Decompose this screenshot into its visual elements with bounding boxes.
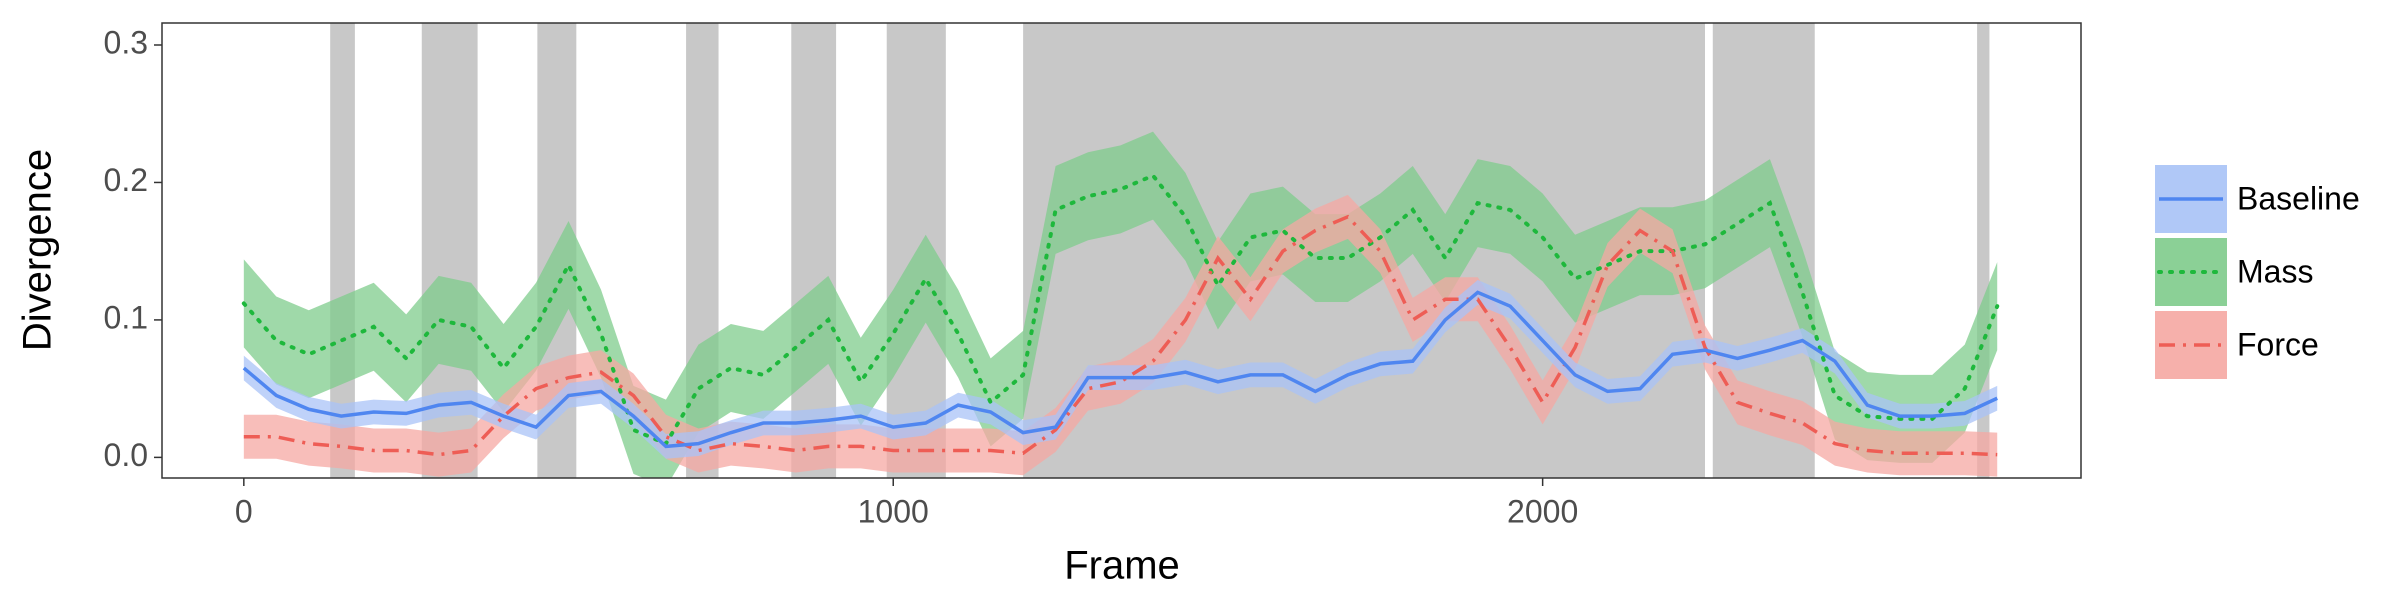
y-tick-label: 0.0 (104, 437, 148, 473)
y-tick-label: 0.2 (104, 162, 148, 198)
confidence-band (243, 194, 1998, 477)
x-tick-label: 2000 (1507, 493, 1578, 529)
shaded-region (330, 23, 355, 478)
series-line (241, 173, 2000, 447)
plot-border (161, 22, 2082, 479)
series-line (242, 290, 1998, 449)
x-axis-label: Frame (1064, 544, 1180, 588)
y-axis-label: Divergence (16, 149, 60, 351)
confidence-band (243, 131, 1998, 478)
x-tick-label: 1000 (858, 493, 929, 529)
x-tick-label: 0 (235, 493, 253, 529)
legend-label: Mass (2237, 253, 2313, 289)
y-tick-label: 0.3 (104, 24, 148, 60)
shaded-region (791, 23, 837, 478)
confidence-band (243, 280, 1998, 459)
plot-area (241, 23, 2000, 478)
y-tick-label: 0.1 (104, 299, 148, 335)
series-line (243, 214, 1998, 457)
shaded-region (886, 23, 946, 478)
legend-label: Force (2237, 326, 2319, 362)
legend-label: Baseline (2237, 180, 2360, 216)
